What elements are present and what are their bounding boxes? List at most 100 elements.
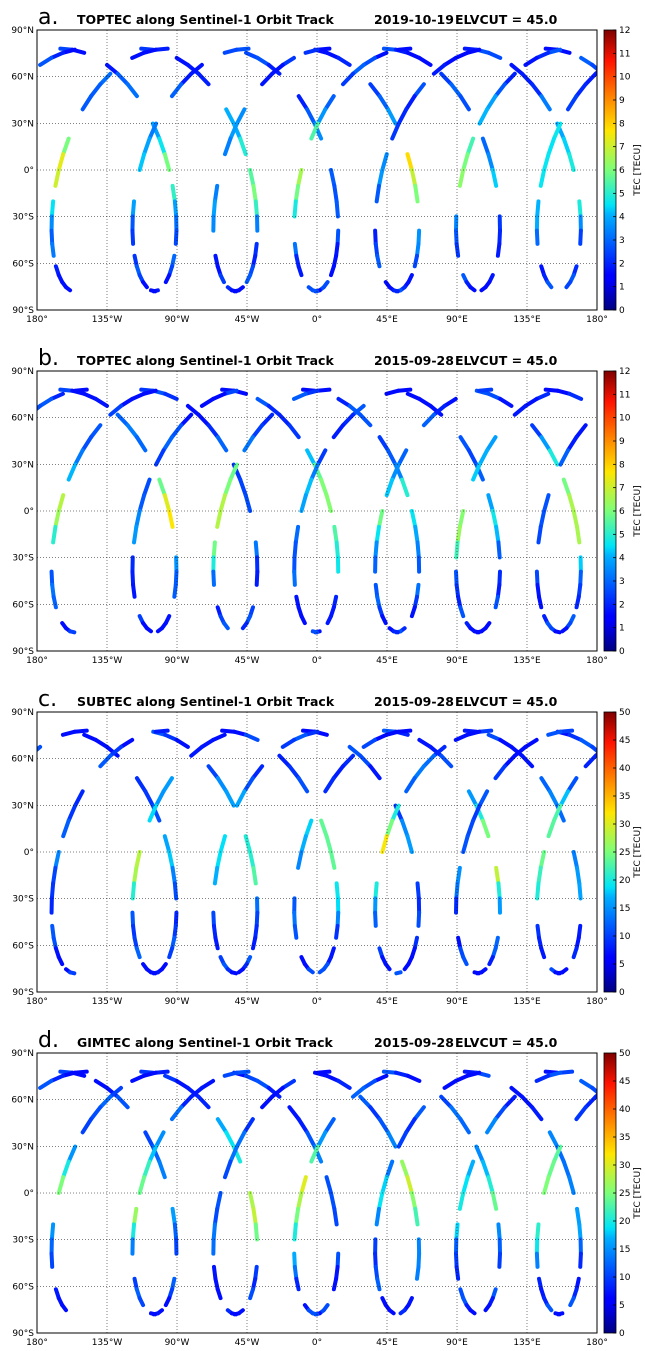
orbit-segment xyxy=(428,744,444,758)
orbit-segment xyxy=(361,1078,377,1090)
orbit-segment xyxy=(480,136,491,157)
orbit-segment xyxy=(625,154,629,170)
orbit-segment xyxy=(472,629,481,635)
orbit-segment xyxy=(498,396,514,408)
orbit-segment xyxy=(61,1159,71,1180)
orbit-segment xyxy=(229,288,239,294)
orbit-segment xyxy=(558,789,571,808)
orbit-segment xyxy=(66,803,78,823)
orbit-segment xyxy=(115,71,130,87)
y-tick-label: 30°S xyxy=(12,895,34,905)
orbit-segment xyxy=(496,1222,502,1242)
orbit-segment xyxy=(130,910,136,928)
orbit-segment xyxy=(380,614,388,626)
orbit-segment xyxy=(622,778,630,791)
orbit-segment xyxy=(431,62,447,76)
orbit-segment xyxy=(68,970,77,976)
orbit-segment xyxy=(105,62,120,76)
orbit-segment xyxy=(147,121,159,141)
orbit-segment xyxy=(324,834,333,854)
orbit-segment xyxy=(141,47,158,55)
orbit-segment xyxy=(465,1159,476,1180)
colorbar-tick-label: 10 xyxy=(619,414,631,424)
orbit-segment xyxy=(480,1159,491,1180)
orbit-segment xyxy=(305,448,317,467)
orbit-segment xyxy=(266,1085,282,1099)
orbit-segment xyxy=(461,955,469,967)
orbit-segment xyxy=(490,509,499,529)
y-tick-label: 60°S xyxy=(12,600,34,610)
orbit-segment xyxy=(163,391,179,401)
orbit-segment xyxy=(89,423,103,440)
orbit-segment xyxy=(454,540,460,560)
orbit-segment xyxy=(571,946,579,960)
orbit-segment xyxy=(498,737,514,749)
orbit-segment xyxy=(404,776,417,794)
orbit-segment xyxy=(141,280,149,290)
orbit-segment xyxy=(567,732,584,742)
orbit-segment xyxy=(172,923,178,940)
orbit-segment xyxy=(639,1313,643,1314)
orbit-segment xyxy=(157,136,167,157)
orbit-segment xyxy=(72,728,89,734)
orbit-segment xyxy=(495,582,502,599)
orbit-segment xyxy=(421,412,436,428)
orbit-segment xyxy=(162,493,172,513)
orbit-segment xyxy=(415,540,421,560)
orbit-segment xyxy=(222,136,233,157)
colorbar-tick-label: 11 xyxy=(619,49,630,59)
orbit-segment xyxy=(485,435,498,453)
orbit-segment xyxy=(56,493,66,513)
y-tick-label: 90°N xyxy=(11,367,34,377)
orbit-segment xyxy=(454,228,459,246)
x-tick-label: 135°E xyxy=(513,1338,541,1348)
orbit-segment xyxy=(292,569,297,587)
orbit-segment xyxy=(558,448,571,467)
orbit-segment xyxy=(373,881,379,901)
orbit-segment xyxy=(173,910,179,928)
orbit-segment xyxy=(130,1222,137,1242)
orbit-segment xyxy=(132,524,139,545)
orbit-segment xyxy=(277,412,292,428)
y-tick-label: 0° xyxy=(24,166,34,176)
orbit-segment xyxy=(130,228,136,246)
orbit-segment xyxy=(539,435,552,453)
orbit-segment xyxy=(296,1191,304,1211)
panel-title: SUBTEC along Sentinel-1 Orbit Track xyxy=(77,694,335,709)
orbit-segment xyxy=(248,1287,255,1301)
y-tick-label: 90°S xyxy=(12,1329,34,1339)
orbit-segment xyxy=(579,737,595,749)
orbit-segment xyxy=(80,1117,94,1135)
orbit-segment xyxy=(335,1251,341,1269)
orbit-segment xyxy=(255,396,271,408)
orbit-segment xyxy=(461,1175,470,1195)
colorbar-tick-label: 2 xyxy=(619,600,625,610)
orbit-segment xyxy=(372,1073,389,1083)
orbit-segment xyxy=(453,50,470,60)
orbit-segment xyxy=(546,1070,563,1078)
orbit-segment xyxy=(380,834,389,854)
orbit-segment xyxy=(458,435,471,453)
x-tick-label: 180° xyxy=(586,656,608,666)
orbit-segment xyxy=(253,241,259,258)
y-tick-label: 90°N xyxy=(11,1049,34,1059)
orbit-segment xyxy=(417,55,433,67)
orbit-segment xyxy=(336,396,352,408)
orbit-segment xyxy=(60,1070,77,1078)
colorbar-tick-label: 30 xyxy=(619,820,631,830)
orbit-segment xyxy=(372,732,389,742)
orbit-segment xyxy=(266,62,282,76)
x-tick-label: 90°E xyxy=(446,656,468,666)
orbit-segment xyxy=(486,732,503,742)
colorbar-tick-label: 30 xyxy=(619,1161,631,1171)
orbit-segment xyxy=(270,1085,285,1099)
orbit-segment xyxy=(315,387,332,393)
x-tick-label: 135°W xyxy=(92,997,123,1007)
x-tick-label: 180° xyxy=(586,997,608,1007)
orbit-segment xyxy=(60,47,77,55)
orbit-segment xyxy=(331,423,346,440)
orbit-segment xyxy=(213,935,220,951)
colorbar-tick-label: 11 xyxy=(619,390,630,400)
orbit-segment xyxy=(567,493,576,513)
x-tick-label: 0° xyxy=(312,1338,322,1348)
